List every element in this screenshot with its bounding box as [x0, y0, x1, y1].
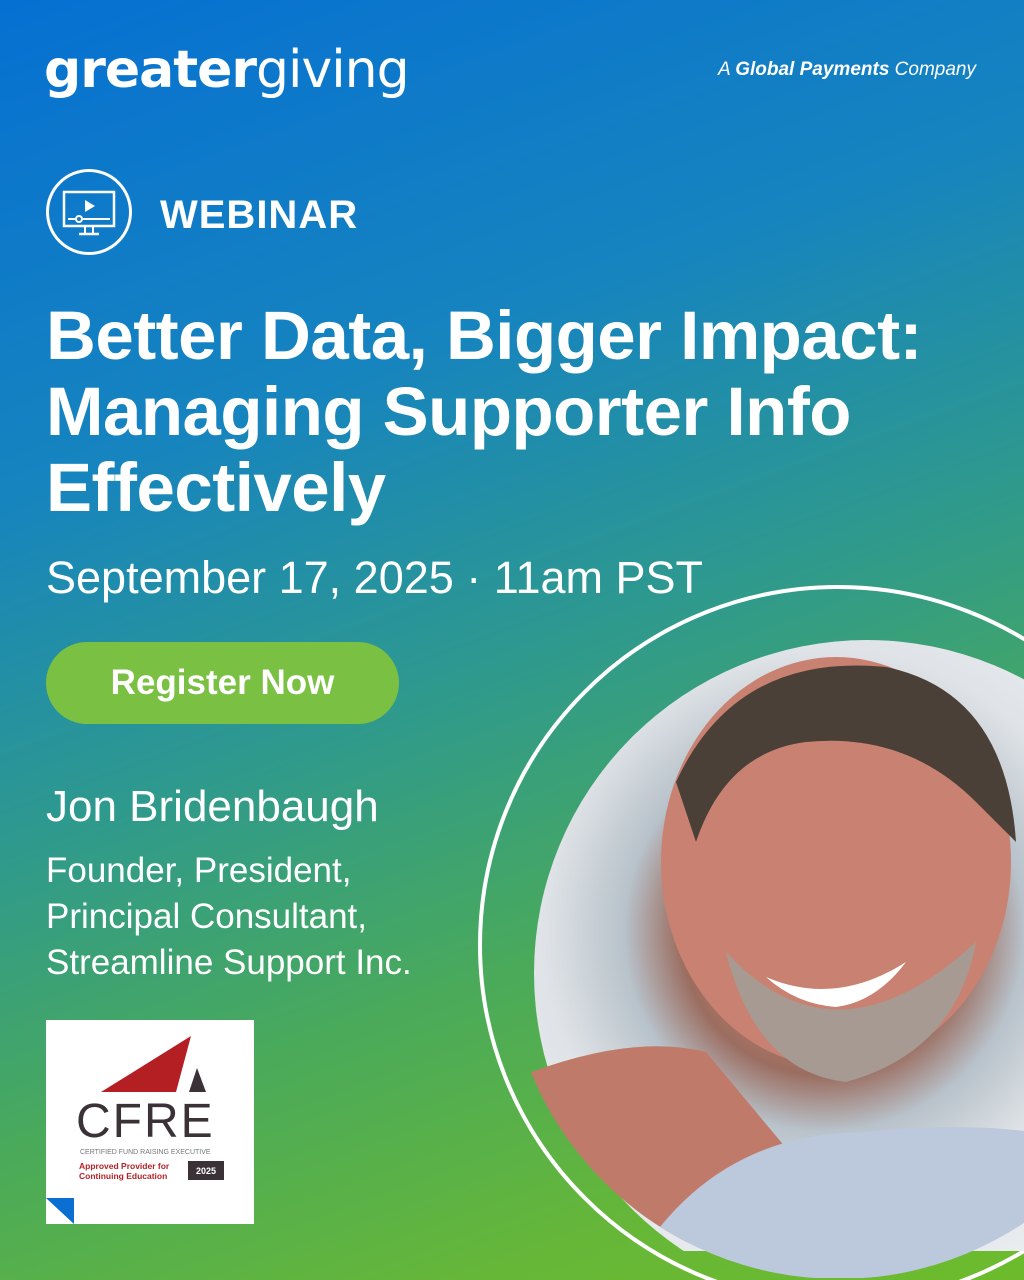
tagline: A Global Payments Company	[717, 59, 976, 80]
register-now-button[interactable]: Register Now	[46, 642, 399, 724]
cfre-approved: Approved Provider for Continuing Educatio…	[79, 1161, 170, 1181]
role-line: Streamline Support Inc.	[46, 943, 412, 982]
speaker-name: Jon Bridenbaugh	[46, 782, 379, 831]
monitor-play-icon	[46, 169, 132, 255]
photo-ring	[478, 585, 1024, 1280]
event-title: Better Data, Bigger Impact: Managing Sup…	[46, 297, 923, 526]
cfre-subtitle: CERTIFIED FUND RAISING EXECUTIVE	[80, 1149, 211, 1156]
cfre-name: CFRE	[76, 1095, 215, 1148]
speaker-photo	[478, 585, 1024, 1280]
cfre-badge: CFRE CERTIFIED FUND RAISING EXECUTIVE Ap…	[46, 1020, 254, 1224]
role-line: Principal Consultant,	[46, 897, 367, 936]
cfre-year-book: 2025	[188, 1161, 224, 1180]
speaker-role: Founder, President, Principal Consultant…	[46, 848, 412, 986]
event-date: September 17, 2025 · 11am PST	[46, 552, 704, 603]
webinar-label: WEBINAR	[160, 193, 359, 237]
greatergiving-logo: greatergiving	[44, 40, 410, 100]
role-line: Founder, President,	[46, 851, 352, 890]
